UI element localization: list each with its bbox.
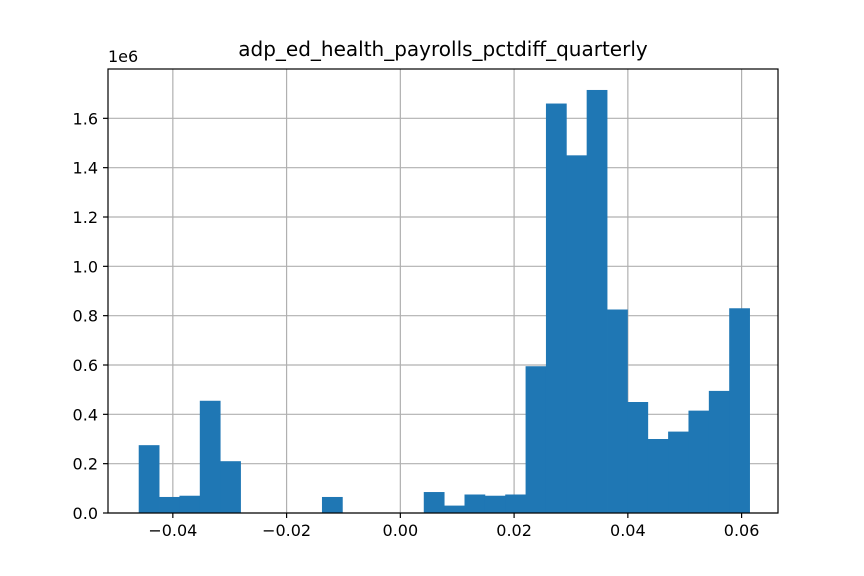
histogram-bar [545,103,567,514]
y-tick-label: 1.2 [73,208,98,227]
histogram-bar [423,492,445,513]
histogram-bar [708,390,730,513]
histogram-bar [647,439,669,513]
plot-frame [107,68,779,514]
histogram-bar [566,155,588,514]
grid-lines [108,69,778,514]
x-tick-label: 0.00 [383,521,419,540]
y-tick-label: 0.2 [73,455,98,474]
histogram-bar [668,431,689,513]
y-axis-offset-label: 1e6 [108,47,138,66]
y-tick-label: 1.4 [73,159,98,178]
histogram-bar [444,505,465,513]
y-tick-label: 0.0 [73,504,98,523]
y-tick-label: 1.6 [73,109,98,128]
histogram-bar [586,89,608,513]
histogram-bar [464,494,486,513]
x-tick-label: −0.04 [148,521,197,540]
y-tick-label: 0.4 [73,405,98,424]
chart-title: adp_ed_health_payrolls_pctdiff_quarterly [238,37,648,61]
histogram-bars [138,89,750,514]
histogram-bar [484,495,506,513]
x-tick-label: 0.06 [724,521,760,540]
y-tick-label: 0.8 [73,307,98,326]
y-tick-label: 0.6 [73,356,98,375]
histogram-bar [220,461,241,513]
histogram-bar [505,494,526,513]
histogram-bar [159,496,180,513]
x-tick-label: 0.02 [496,521,532,540]
histogram-bar [688,410,710,513]
histogram-bar [729,308,750,513]
histogram-bar [321,496,343,513]
histogram-bar [525,366,547,513]
axis-ticks: −0.04 −0.02 0.00 0.02 0.04 0.06 0.0 0.2 0.4 0.6 0.… [73,109,760,540]
histogram-bar [179,495,201,513]
histogram-bar [199,400,221,513]
histogram-bar [607,309,628,513]
y-tick-label: 1.0 [73,257,98,276]
histogram-bar [627,402,649,513]
histogram-bar [138,445,160,513]
x-tick-label: −0.02 [262,521,311,540]
x-tick-label: 0.04 [610,521,646,540]
